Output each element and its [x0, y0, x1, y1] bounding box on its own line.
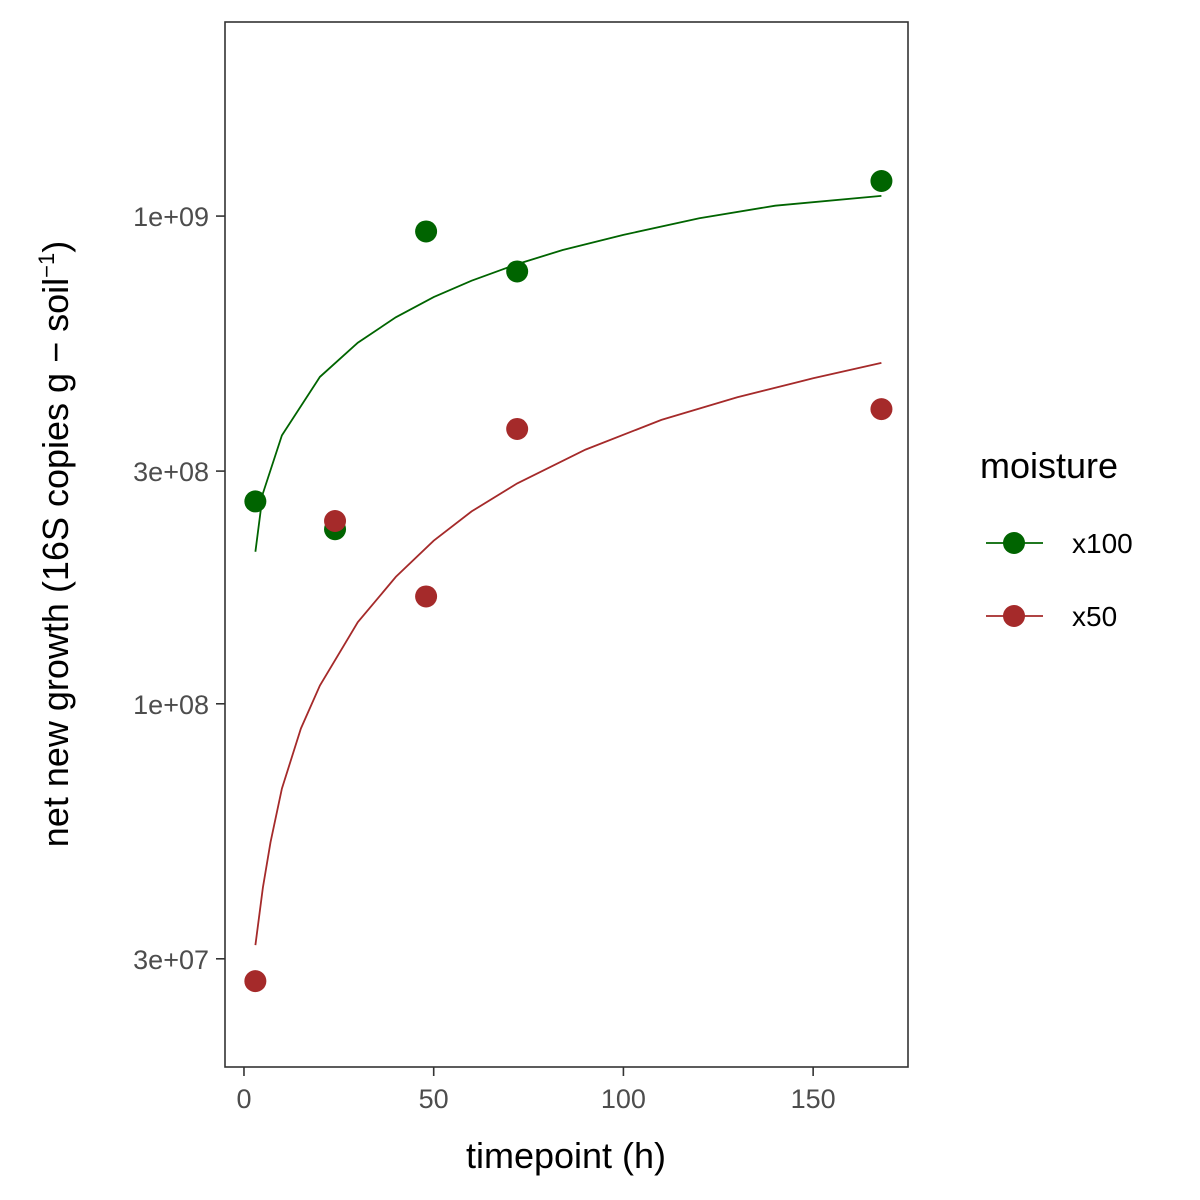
y-axis-title-main: net new growth (16S copies g − soil: [35, 278, 76, 847]
fit-line-x100: [254, 195, 882, 552]
data-point-x50: [506, 417, 529, 440]
data-point-x100: [244, 490, 267, 513]
fit-lines: [254, 195, 882, 946]
legend-label: x50: [1072, 601, 1117, 632]
legend: moisture x100 x50: [980, 445, 1133, 632]
legend-item-x50: x50: [986, 601, 1117, 632]
x-tick-label: 150: [791, 1084, 836, 1114]
x-tick-label: 100: [601, 1084, 646, 1114]
x-axis: 0 50 100 150: [236, 1067, 836, 1114]
data-point-x50: [415, 585, 438, 608]
plot-panel: [224, 21, 909, 1068]
legend-key-point: [1003, 605, 1025, 627]
y-axis-title: net new growth (16S copies g − soil−1): [34, 241, 76, 847]
y-axis-title-close: ): [35, 241, 76, 253]
data-point-x50: [870, 398, 893, 421]
y-axis: 3e+07 1e+08 3e+08 1e+09: [133, 202, 225, 975]
x-tick-label: 0: [236, 1084, 251, 1114]
panel-border: [224, 21, 909, 1068]
legend-label: x100: [1072, 528, 1133, 559]
data-point-x100: [870, 170, 893, 193]
data-points: [244, 170, 893, 993]
y-tick-label: 3e+07: [133, 945, 209, 975]
legend-item-x100: x100: [986, 528, 1133, 559]
fit-line-x50: [254, 362, 882, 946]
y-tick-label: 3e+08: [133, 457, 209, 487]
data-point-x50: [244, 970, 267, 993]
data-point-x50: [324, 510, 347, 533]
y-tick-label: 1e+08: [133, 690, 209, 720]
legend-key-point: [1003, 532, 1025, 554]
data-point-x100: [415, 220, 438, 243]
y-axis-title-superscript: −1: [34, 253, 59, 278]
y-tick-label: 1e+09: [133, 202, 209, 232]
x-tick-label: 50: [419, 1084, 449, 1114]
data-point-x100: [506, 260, 529, 283]
x-axis-title: timepoint (h): [466, 1135, 666, 1176]
legend-title: moisture: [980, 445, 1118, 486]
legend-keys: x100 x50: [986, 528, 1133, 632]
